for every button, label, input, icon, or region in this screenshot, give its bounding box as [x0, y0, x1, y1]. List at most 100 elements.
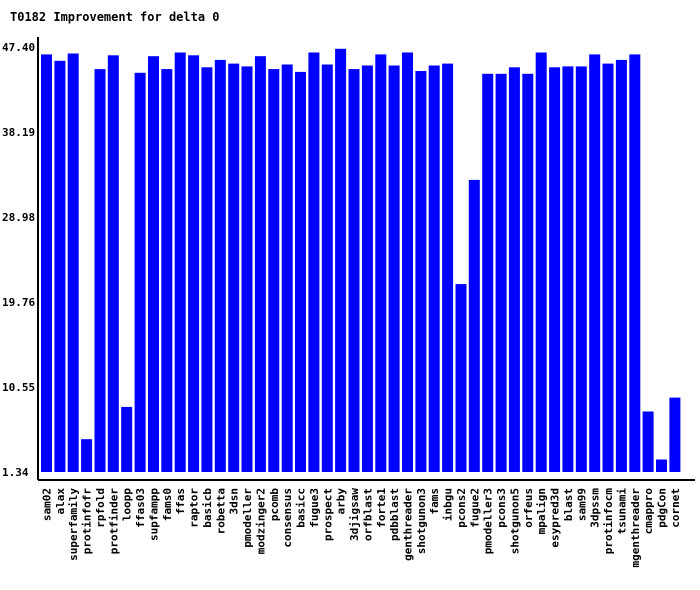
bar-rpfold — [94, 69, 106, 472]
bars-group — [41, 48, 681, 473]
x-category-label: fugue2 — [468, 488, 481, 528]
bar-arby — [335, 48, 347, 473]
bar-pcons3 — [495, 73, 507, 473]
bar-mgenthreader — [629, 54, 641, 473]
bar-cornet — [669, 397, 681, 472]
x-category-label: sam02 — [41, 488, 54, 521]
bar-pmodeller — [241, 66, 253, 473]
y-tick-label: 47.40 — [2, 41, 35, 54]
bar-ffas — [174, 52, 186, 472]
x-category-label: shotgunon5 — [509, 488, 522, 554]
x-category-label: rpfold — [94, 488, 107, 528]
x-category-label: pmodeller3 — [482, 488, 495, 554]
bar-raptor — [188, 55, 200, 473]
chart-title: T0182 Improvement for delta 0 — [10, 10, 220, 24]
x-category-label: fams0 — [161, 488, 174, 521]
bar-inbgu — [442, 63, 454, 472]
x-category-label: orfeus — [522, 488, 535, 528]
bar-pdgCon — [656, 459, 667, 472]
bar-basicc — [295, 71, 306, 473]
bar-fugue2 — [468, 179, 480, 472]
bar-3dpssm — [589, 54, 601, 473]
x-category-label: pdgCon — [656, 488, 669, 528]
x-category-label: protinfofr — [81, 488, 94, 555]
x-category-label: pdbblast — [388, 488, 401, 541]
x-category-label: robetta — [214, 488, 227, 534]
y-tick-label: 19.76 — [2, 296, 35, 309]
x-category-label: alax — [54, 488, 67, 515]
bar-supfampp — [148, 56, 159, 472]
x-category-label: inbgu — [442, 488, 455, 521]
bar-3dsn — [228, 63, 240, 472]
x-category-label: basicc — [295, 488, 308, 528]
x-category-label: prospect — [321, 488, 334, 541]
x-category-label: pcons3 — [495, 488, 508, 528]
x-category-label: consensus — [281, 488, 294, 548]
x-axis-labels: sam02 alax superfamily protinfofr rpfold prot… — [41, 488, 682, 568]
bar-modzinger2 — [254, 56, 266, 472]
bar-cmappro — [642, 411, 654, 472]
x-category-label: genthreader — [402, 488, 415, 561]
bar-basicb — [201, 67, 213, 473]
x-category-label: ffas — [174, 488, 187, 515]
x-category-label: 3djigsaw — [348, 488, 361, 541]
x-category-label: 3dpssm — [589, 488, 602, 528]
y-tick-label: 28.98 — [2, 211, 35, 224]
x-category-label: fugue3 — [308, 488, 321, 528]
x-category-label: sam99 — [575, 488, 588, 521]
x-category-label: orfblast — [361, 488, 374, 541]
x-category-label: fams — [428, 488, 441, 515]
x-category-label: tsunami — [615, 488, 628, 535]
x-category-label: protfinder — [107, 488, 120, 555]
bar-blast — [562, 66, 574, 473]
bar-mpalign — [535, 52, 547, 472]
x-category-label: blast — [562, 488, 575, 521]
bar-protinfocm — [602, 63, 614, 472]
bar-esypred3d — [549, 67, 561, 473]
bar-shotgunon5 — [508, 67, 520, 473]
x-category-label: forte1 — [375, 488, 388, 528]
bar-fams — [428, 65, 440, 472]
y-axis-ticks: 1.34 10.55 19.76 28.98 38.19 47.40 — [2, 41, 35, 479]
y-tick-label: 38.19 — [2, 126, 35, 139]
bar-pmodeller3 — [482, 73, 494, 473]
bar-pcomb — [268, 69, 280, 472]
x-category-label: esypred3d — [549, 488, 562, 548]
x-category-label: pcons2 — [455, 488, 468, 528]
x-category-label: superfamily — [67, 488, 80, 561]
bar-fugue3 — [308, 52, 320, 472]
x-category-label: ffas03 — [134, 488, 147, 528]
bar-ffas03 — [134, 72, 146, 473]
x-category-label: raptor — [188, 488, 201, 528]
bar-genthreader — [402, 52, 413, 472]
bar-shotgunon3 — [415, 71, 427, 472]
x-category-label: cmappro — [642, 488, 655, 535]
x-category-label: pcomb — [268, 488, 281, 521]
bar-3djigsaw — [348, 69, 360, 472]
x-category-label: arby — [335, 488, 348, 515]
x-category-label: mgenthreader — [629, 488, 642, 568]
bar-forte1 — [375, 54, 387, 473]
bar-pcons2 — [455, 284, 467, 472]
x-category-label: supfampp — [148, 488, 161, 541]
x-category-label: modzinger2 — [254, 488, 267, 554]
x-category-label: 3dsn — [228, 488, 241, 515]
bar-sam99 — [575, 66, 587, 473]
x-category-label: basicb — [201, 488, 214, 528]
bar-fams0 — [161, 69, 173, 472]
y-tick-label: 10.55 — [2, 381, 35, 394]
x-category-label: loopp — [121, 488, 134, 521]
bar-protinfofr — [81, 439, 93, 472]
bar-tsunami — [615, 59, 627, 473]
bar-robetta — [214, 59, 226, 473]
x-category-label: cornet — [669, 488, 682, 528]
x-category-label: pmodeller — [241, 488, 254, 548]
x-category-label: protinfocm — [602, 488, 615, 555]
x-category-label: shotgunon3 — [415, 488, 428, 554]
bar-superfamily — [67, 53, 79, 472]
bar-pdbblast — [388, 65, 400, 472]
bar-consensus — [281, 64, 293, 472]
bar-alax — [54, 60, 66, 473]
x-category-label: mpalign — [535, 488, 548, 534]
